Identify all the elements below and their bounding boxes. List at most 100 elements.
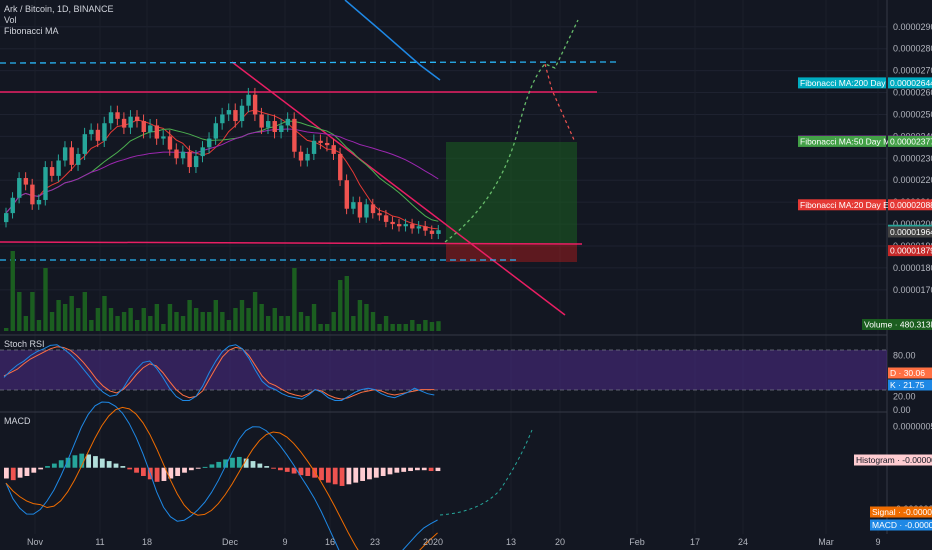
price-value-tag xyxy=(888,226,932,238)
time-tick-label: 9 xyxy=(875,537,880,547)
candle-body xyxy=(436,230,441,234)
volume-bars xyxy=(4,251,441,331)
long-position-profit-zone xyxy=(446,142,577,244)
volume-bar xyxy=(416,324,422,331)
time-tick-label: 11 xyxy=(95,537,104,547)
candle-body xyxy=(233,110,238,122)
grid-lines xyxy=(0,26,887,291)
macd-histogram-bar xyxy=(257,463,263,468)
stoch-value-tag xyxy=(888,367,932,379)
volume-bar xyxy=(17,292,22,331)
macd-histogram-bar xyxy=(250,461,256,468)
volume-bar xyxy=(193,308,199,331)
candle-body xyxy=(377,213,382,216)
macd-histogram-bar xyxy=(230,457,235,468)
macd-histogram-bar xyxy=(415,467,420,471)
macd-histogram-bar xyxy=(325,467,331,483)
ma-100-line xyxy=(5,128,439,214)
macd-histogram-bar xyxy=(24,467,30,476)
symbol-title[interactable]: Ark / Bitcoin, 1D, BINANCE xyxy=(4,4,114,14)
macd-histogram-bar xyxy=(223,459,228,468)
time-tick-label: 13 xyxy=(506,537,516,547)
volume-bar xyxy=(108,308,114,331)
candle-body xyxy=(311,140,317,154)
macd-pane xyxy=(4,401,441,550)
macd-value-label: MACD · -0.00000096 xyxy=(872,520,932,530)
candle-body xyxy=(121,118,127,128)
candle-body xyxy=(69,147,74,165)
candle-body xyxy=(292,118,297,152)
time-tick-label: 23 xyxy=(370,537,380,547)
candle-body xyxy=(128,116,133,128)
volume-bar xyxy=(102,296,107,331)
macd-histogram-bar xyxy=(305,467,311,476)
candle-body xyxy=(246,94,251,106)
fibonacci-ma-label[interactable]: Fibonacci MA xyxy=(4,26,59,36)
projected-path-red xyxy=(544,63,576,143)
price-axis[interactable]: 0.00002900 0.00002800 0.00002700 0.00002600… xyxy=(893,22,932,514)
long-position-loss-zone xyxy=(446,244,577,262)
candle-body xyxy=(397,224,402,227)
time-tick-label: 17 xyxy=(690,537,700,547)
support-level-line xyxy=(0,241,583,245)
stoch-value-label: D · 30.06 xyxy=(890,368,925,378)
macd-value-tag xyxy=(870,519,932,531)
candle-body xyxy=(370,204,376,214)
volume-bar xyxy=(95,308,101,331)
time-tick-label: Mar xyxy=(818,537,834,547)
volume-bar xyxy=(56,300,61,331)
stoch-rsi-title[interactable]: Stoch RSI xyxy=(4,339,45,349)
candle-body xyxy=(213,123,218,139)
macd-histogram-bar xyxy=(38,467,44,470)
macd-histogram-bar xyxy=(161,467,167,481)
price-value-label: 0.00001964 xyxy=(890,227,932,237)
volume-bar xyxy=(207,312,212,331)
macd-histogram-bar xyxy=(278,467,283,471)
candle-body xyxy=(187,151,192,168)
macd-histogram-bar xyxy=(79,453,85,468)
volume-tag-label: Volume · 480.313K xyxy=(864,320,932,330)
candle-body xyxy=(141,121,146,132)
macd-histogram-bar xyxy=(387,467,393,475)
macd-histogram-bar xyxy=(209,464,215,468)
stoch-value-label: K · 21.75 xyxy=(890,380,925,390)
macd-tick-label: 0.00000050 xyxy=(893,421,932,431)
candle-body xyxy=(279,125,284,132)
macd-histogram-bar xyxy=(106,461,112,468)
vol-label[interactable]: Vol xyxy=(4,15,17,25)
macd-histogram-bar xyxy=(216,461,222,468)
macd-histogram-bar xyxy=(291,467,297,474)
volume-bar xyxy=(331,312,336,331)
volume-bar xyxy=(128,308,133,331)
volume-bar xyxy=(167,304,173,331)
volume-bar xyxy=(423,320,428,331)
stoch-value-tag xyxy=(888,379,932,391)
macd-histogram-bar xyxy=(4,467,9,479)
price-value-label: 0.00002377 xyxy=(890,136,932,146)
volume-bar xyxy=(351,316,356,331)
macd-histogram-bar xyxy=(236,456,242,468)
volume-bar xyxy=(383,316,389,331)
macd-histogram-bar xyxy=(408,467,413,472)
volume-bar xyxy=(246,308,251,331)
macd-histogram-bar xyxy=(31,467,37,473)
price-value-tag xyxy=(888,199,932,211)
price-value-tag xyxy=(888,135,932,147)
macd-title[interactable]: MACD xyxy=(4,416,31,426)
candle-body xyxy=(95,129,101,141)
volume-bar xyxy=(298,312,304,331)
candle-body xyxy=(351,202,356,209)
stoch-tick-label: 20.00 xyxy=(893,391,916,401)
volume-bar xyxy=(410,320,415,331)
time-axis[interactable]: Nov 11 18 Dec 9 16 23 2020 13 20 Feb 17 24 Mar 9 xyxy=(27,537,881,547)
price-tick-label: 0.00002800 xyxy=(893,44,932,54)
volume-bar xyxy=(49,312,55,331)
macd-histogram-bar xyxy=(339,467,345,486)
volume-bar xyxy=(259,304,264,331)
macd-value-tag xyxy=(854,454,932,466)
macd-histogram-bar xyxy=(298,467,304,476)
candle-body xyxy=(17,178,22,198)
candle-body xyxy=(285,118,291,126)
macd-histogram-bar xyxy=(373,467,379,478)
